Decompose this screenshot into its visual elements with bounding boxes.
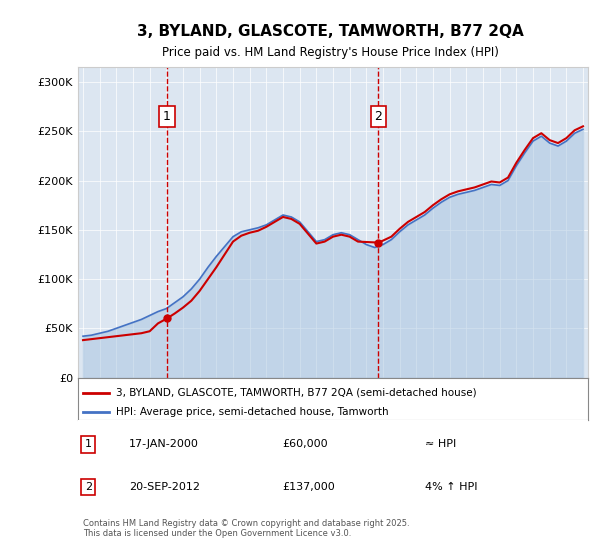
Text: £60,000: £60,000 <box>282 440 328 449</box>
Text: 20-SEP-2012: 20-SEP-2012 <box>129 482 200 492</box>
Text: ≈ HPI: ≈ HPI <box>425 440 456 449</box>
Text: Contains HM Land Registry data © Crown copyright and database right 2025.
This d: Contains HM Land Registry data © Crown c… <box>83 519 410 538</box>
Text: £137,000: £137,000 <box>282 482 335 492</box>
Text: 2: 2 <box>374 110 382 123</box>
Text: Price paid vs. HM Land Registry's House Price Index (HPI): Price paid vs. HM Land Registry's House … <box>161 46 499 59</box>
Text: 2: 2 <box>85 482 92 492</box>
Text: 3, BYLAND, GLASCOTE, TAMWORTH, B77 2QA: 3, BYLAND, GLASCOTE, TAMWORTH, B77 2QA <box>137 24 523 39</box>
Text: 17-JAN-2000: 17-JAN-2000 <box>129 440 199 449</box>
Text: HPI: Average price, semi-detached house, Tamworth: HPI: Average price, semi-detached house,… <box>116 407 389 417</box>
Text: 1: 1 <box>163 110 171 123</box>
Text: 1: 1 <box>85 440 92 449</box>
Text: 3, BYLAND, GLASCOTE, TAMWORTH, B77 2QA (semi-detached house): 3, BYLAND, GLASCOTE, TAMWORTH, B77 2QA (… <box>116 388 477 398</box>
Text: 4% ↑ HPI: 4% ↑ HPI <box>425 482 478 492</box>
